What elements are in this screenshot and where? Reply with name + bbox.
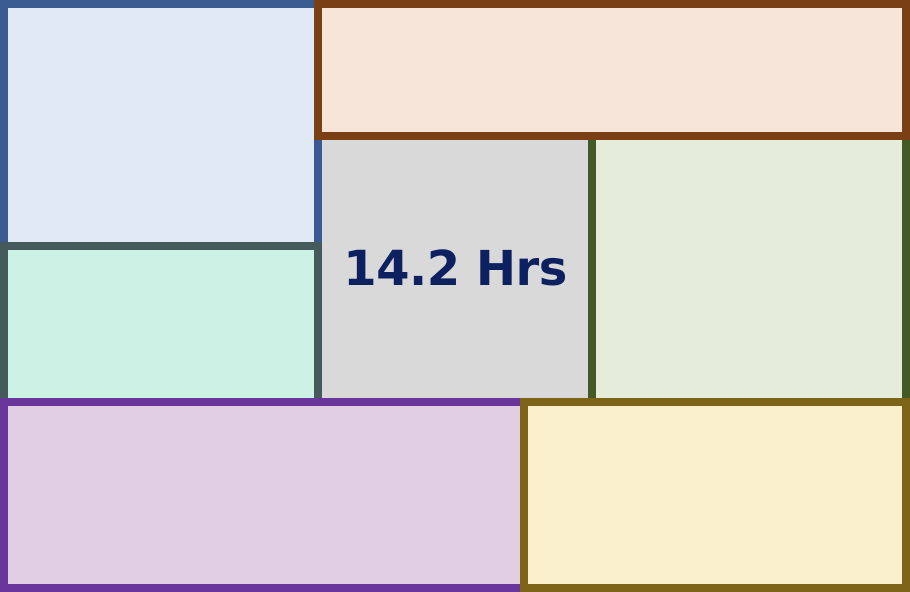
- center-metric-value: 14.2 Hrs: [343, 241, 567, 297]
- panel-top-left: [0, 0, 322, 250]
- panel-top-right: [314, 0, 910, 140]
- center-metric-cell: 14.2 Hrs: [322, 140, 588, 398]
- panel-bottom-right: [520, 398, 910, 592]
- panel-middle-left: [0, 242, 322, 406]
- panel-bottom-left: [0, 398, 528, 592]
- panel-middle-right: [588, 132, 910, 406]
